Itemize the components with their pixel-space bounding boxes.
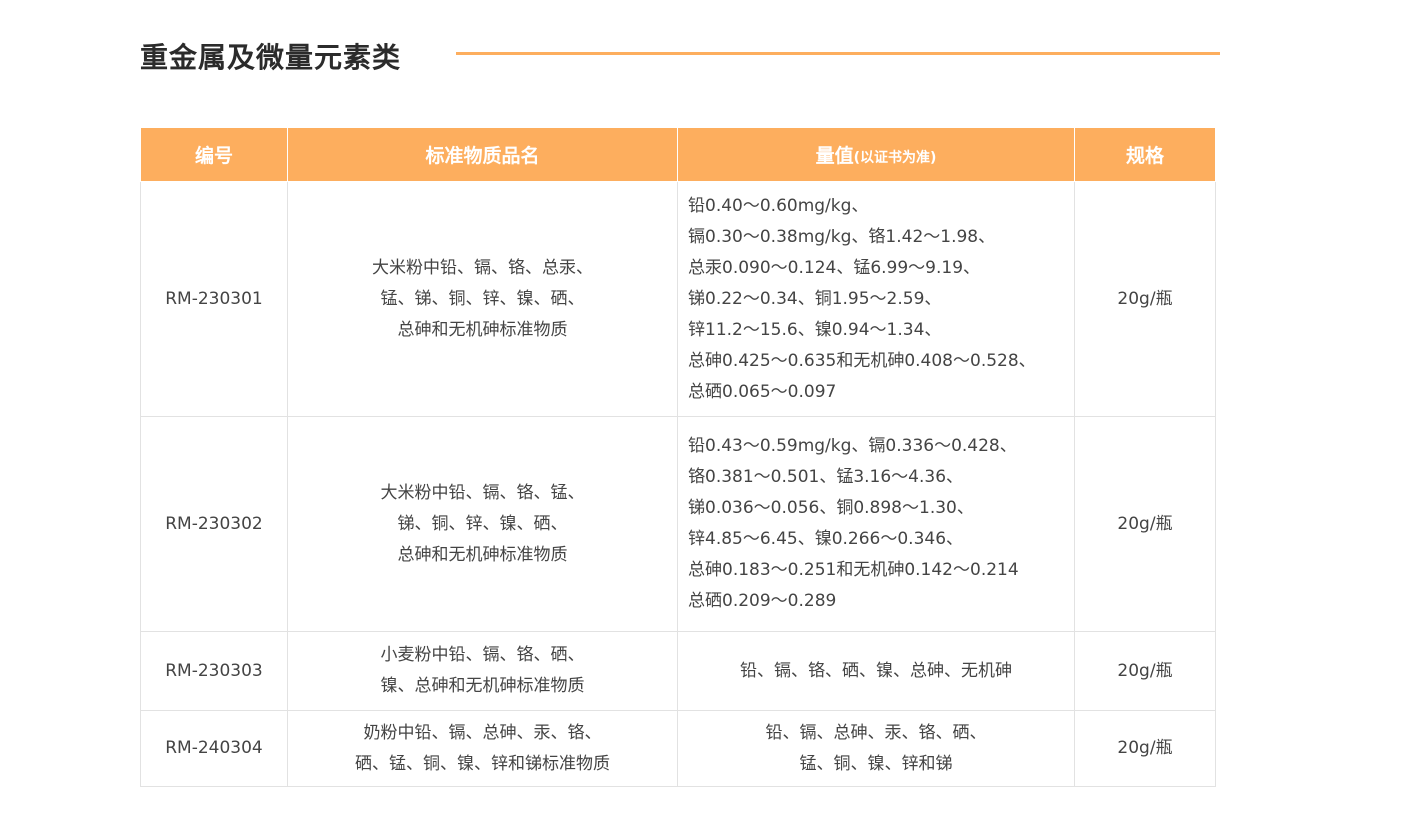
table-row: RM-240304 奶粉中铅、镉、总砷、汞、铬、 硒、锰、铜、镍、锌和锑标准物质 铅、… [140,710,1216,787]
name-line: 锰、锑、铜、锌、镍、硒、 [380,288,585,309]
value-line: 铅、镉、总砷、汞、铬、硒、 [765,722,987,743]
value-line: 镉0.30～0.38mg/kg、铬1.42～1.98、 [688,226,996,247]
cell-name: 奶粉中铅、镉、总砷、汞、铬、 硒、锰、铜、镍、锌和锑标准物质 [287,710,678,787]
table-row: RM-230302 大米粉中铅、镉、铬、锰、 锑、铜、锌、镍、硒、 总砷和无机砷标准物… [140,416,1216,632]
value-line: 总硒0.209～0.289 [688,591,837,611]
cell-spec: 20g/瓶 [1074,416,1216,632]
header-spec: 规格 [1074,128,1216,182]
header-value: 量值(以证书为准) [677,128,1075,182]
name-line: 硒、锰、铜、镍、锌和锑标准物质 [355,753,610,774]
name-line: 大米粉中铅、镉、铬、锰、 [380,482,585,503]
value-line: 锰、铜、镍、锌和锑 [799,753,953,774]
value-line: 锑0.036～0.056、铜0.898～1.30、 [688,498,974,518]
table-row: RM-230301 大米粉中铅、镉、铬、总汞、 锰、锑、铜、锌、镍、硒、 总砷和无机砷… [140,181,1216,417]
title-divider [456,52,1220,55]
name-line: 总砷和无机砷标准物质 [397,319,568,340]
cell-value: 铅0.43～0.59mg/kg、镉0.336～0.428、 铬0.381～0.50… [677,416,1075,632]
cell-id: RM-230301 [140,181,288,417]
name-line: 大米粉中铅、镉、铬、总汞、 [372,257,593,278]
name-line: 镍、总砷和无机砷标准物质 [380,676,585,696]
table-row: RM-230303 小麦粉中铅、镉、铬、硒、 镍、总砷和无机砷标准物质 铅、镉、铬、硒… [140,631,1216,711]
cell-spec: 20g/瓶 [1074,710,1216,787]
value-line: 铅0.43～0.59mg/kg、镉0.336～0.428、 [688,436,1017,456]
cell-id: RM-230302 [140,416,288,632]
value-line: 锌11.2～15.6、镍0.94～1.34、 [688,319,942,340]
cell-id: RM-230303 [140,631,288,711]
cell-spec: 20g/瓶 [1074,631,1216,711]
value-line: 总汞0.090～0.124、锰6.99～9.19、 [688,257,981,278]
reference-materials-table: 编号 标准物质品名 量值(以证书为准) 规格 RM-230301 大米粉中铅、镉、… [140,128,1216,787]
header-value-label: 量值 [815,145,854,167]
value-line: 锌4.85～6.45、镍0.266～0.346、 [688,529,964,549]
cell-name: 大米粉中铅、镉、铬、总汞、 锰、锑、铜、锌、镍、硒、 总砷和无机砷标准物质 [287,181,678,417]
header-value-note: (以证书为准) [853,150,937,166]
cell-value: 铅、镉、铬、硒、镍、总砷、无机砷 [677,631,1075,711]
cell-id: RM-240304 [140,710,288,787]
cell-name: 大米粉中铅、镉、铬、锰、 锑、铜、锌、镍、硒、 总砷和无机砷标准物质 [287,416,678,632]
name-line: 锑、铜、锌、镍、硒、 [397,513,568,534]
value-line: 铬0.381～0.501、锰3.16～4.36、 [688,467,964,487]
value-line: 铅0.40～0.60mg/kg、 [688,195,869,216]
cell-spec: 20g/瓶 [1074,181,1216,417]
name-line: 小麦粉中铅、镉、铬、硒、 [380,645,585,665]
header-name: 标准物质品名 [287,128,678,182]
cell-name: 小麦粉中铅、镉、铬、硒、 镍、总砷和无机砷标准物质 [287,631,678,711]
name-line: 总砷和无机砷标准物质 [397,544,568,565]
value-line: 锑0.22～0.34、铜1.95～2.59、 [688,288,942,309]
value-line: 总硒0.065～0.097 [688,381,837,402]
header-id: 编号 [140,128,288,182]
value-line: 总砷0.425～0.635和无机砷0.408～0.528、 [688,350,1036,371]
value-line: 总砷0.183～0.251和无机砷0.142～0.214 [688,560,1019,580]
section-title: 重金属及微量元素类 [140,41,402,74]
cell-value: 铅0.40～0.60mg/kg、镉0.30～0.38mg/kg、铬1.42～1.… [677,181,1075,417]
name-line: 奶粉中铅、镉、总砷、汞、铬、 [363,722,602,743]
value-line: 铅、镉、铬、硒、镍、总砷、无机砷 [740,660,1012,681]
table-header-row: 编号 标准物质品名 量值(以证书为准) 规格 [140,128,1216,182]
cell-value: 铅、镉、总砷、汞、铬、硒、 锰、铜、镍、锌和锑 [677,710,1075,787]
